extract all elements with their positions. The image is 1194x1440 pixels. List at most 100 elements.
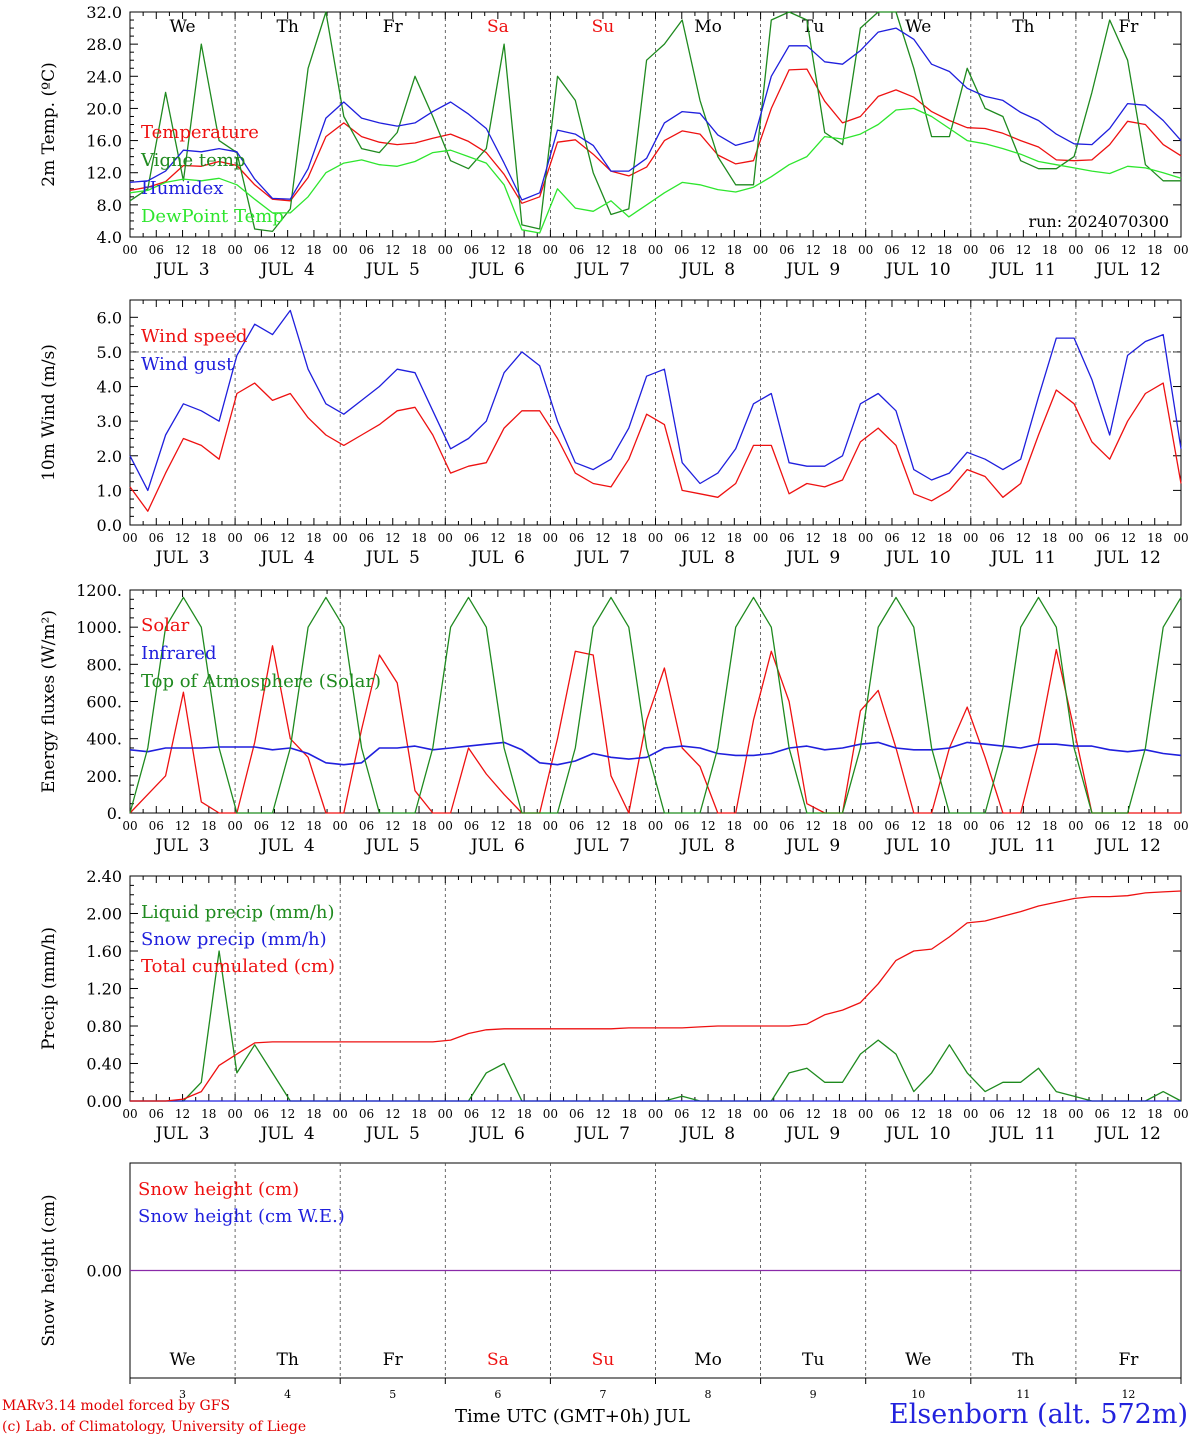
hour-tick-label: 06 [884, 1107, 899, 1121]
y-tick-label: 600. [86, 693, 122, 712]
hour-tick-label: 12 [806, 531, 821, 545]
hour-tick-label: 06 [884, 819, 899, 833]
y-tick-label: 1000. [76, 618, 122, 637]
hour-tick-label: 06 [254, 1107, 269, 1121]
hour-tick-label: 06 [569, 531, 584, 545]
hour-tick-label: 18 [937, 1107, 952, 1121]
hour-tick-label: 00 [963, 819, 978, 833]
hour-tick-label: 18 [727, 531, 742, 545]
day-label: JUL 11 [989, 548, 1056, 568]
hour-tick-label: 00 [438, 243, 453, 257]
hour-tick-label: 18 [622, 819, 637, 833]
hour-tick-label: 06 [989, 243, 1004, 257]
y-tick-label: 0.00 [86, 1092, 122, 1111]
model-credit: MARv3.14 model forced by GFS [2, 1398, 231, 1414]
hour-tick-label: 18 [411, 819, 426, 833]
day-label: JUL 9 [784, 1124, 840, 1144]
hour-tick-label: 12 [385, 819, 400, 833]
hour-tick-label: 18 [201, 243, 216, 257]
hour-tick-label: 18 [937, 819, 952, 833]
hour-tick-label: 12 [175, 819, 190, 833]
hour-tick-label: 18 [306, 1107, 321, 1121]
day-number-label: 4 [284, 1388, 291, 1401]
weekday-label: Th [277, 1350, 299, 1370]
y-axis-label: Energy fluxes (W/m²) [39, 610, 59, 793]
hour-tick-label: 06 [779, 531, 794, 545]
weekday-label: We [905, 17, 931, 37]
hour-tick-label: 00 [1068, 819, 1083, 833]
hour-tick-label: 06 [674, 531, 689, 545]
hour-tick-label: 00 [122, 819, 137, 833]
day-label: JUL 10 [884, 548, 951, 568]
hour-tick-label: 00 [858, 531, 873, 545]
day-number-label: 3 [179, 1388, 186, 1401]
y-tick-label: 400. [86, 730, 122, 749]
hour-tick-label: 06 [464, 1107, 479, 1121]
legend-solar: Solar [141, 615, 190, 636]
hour-tick-label: 12 [1016, 243, 1031, 257]
hour-tick-label: 06 [1095, 243, 1110, 257]
hour-tick-label: 12 [490, 243, 505, 257]
weekday-label: Tu [802, 1350, 824, 1370]
day-label: JUL 7 [574, 1124, 630, 1144]
hour-tick-label: 06 [569, 243, 584, 257]
weekday-label: We [905, 1350, 931, 1370]
hour-tick-label: 18 [727, 1107, 742, 1121]
hour-tick-label: 12 [280, 531, 295, 545]
hour-tick-label: 12 [490, 1107, 505, 1121]
hour-tick-label: 00 [122, 1107, 137, 1121]
hour-tick-label: 12 [1121, 531, 1136, 545]
hour-tick-label: 00 [858, 819, 873, 833]
y-tick-label: 200. [86, 767, 122, 786]
y-tick-label: 24.0 [86, 67, 122, 86]
hour-tick-label: 00 [438, 1107, 453, 1121]
hour-tick-label: 18 [1042, 531, 1057, 545]
weekday-label: Th [277, 17, 299, 37]
hour-tick-label: 12 [1016, 531, 1031, 545]
hour-tick-label: 12 [595, 1107, 610, 1121]
hour-tick-label: 00 [963, 1107, 978, 1121]
day-number-label: 9 [810, 1388, 817, 1401]
hour-tick-label: 18 [622, 1107, 637, 1121]
hour-tick-label: 06 [359, 243, 374, 257]
day-label: JUL 12 [1094, 260, 1161, 280]
hour-tick-label: 00 [227, 243, 242, 257]
weekday-label: Sa [487, 1350, 509, 1370]
y-tick-label: 0.0 [97, 516, 122, 535]
hour-tick-label: 12 [806, 819, 821, 833]
day-label: JUL 5 [364, 1124, 420, 1144]
weekday-label: Th [1012, 17, 1034, 37]
hour-tick-label: 06 [989, 531, 1004, 545]
hour-tick-label: 18 [516, 531, 531, 545]
hour-tick-label: 00 [438, 819, 453, 833]
hour-tick-label: 12 [490, 819, 505, 833]
y-tick-label: 0. [107, 804, 122, 823]
hour-tick-label: 06 [884, 531, 899, 545]
hour-tick-label: 18 [622, 243, 637, 257]
hour-tick-label: 18 [201, 819, 216, 833]
y-tick-label: 20.0 [86, 99, 122, 118]
series-line-total-cumulated-cm- [130, 890, 1182, 1102]
hour-tick-label: 00 [543, 819, 558, 833]
y-tick-label: 0.00 [86, 1262, 122, 1281]
day-number-label: 10 [911, 1388, 925, 1401]
y-tick-label: 8.0 [97, 196, 122, 215]
hour-tick-label: 12 [385, 243, 400, 257]
y-tick-label: 4.0 [97, 378, 122, 397]
hour-tick-label: 12 [490, 531, 505, 545]
hour-tick-label: 00 [227, 819, 242, 833]
hour-tick-label: 06 [464, 243, 479, 257]
hour-tick-label: 00 [333, 819, 348, 833]
hour-tick-label: 00 [543, 531, 558, 545]
hour-tick-label: 12 [595, 819, 610, 833]
weekday-label: Su [592, 1350, 615, 1370]
day-label: JUL 6 [469, 1124, 525, 1144]
day-label: JUL 3 [154, 836, 210, 856]
day-label: JUL 6 [469, 836, 525, 856]
y-tick-label: 28.0 [86, 35, 122, 54]
day-label: JUL 8 [679, 836, 735, 856]
day-label: JUL 11 [989, 260, 1056, 280]
hour-tick-label: 06 [149, 819, 164, 833]
hour-tick-label: 12 [175, 243, 190, 257]
hour-tick-label: 12 [911, 819, 926, 833]
